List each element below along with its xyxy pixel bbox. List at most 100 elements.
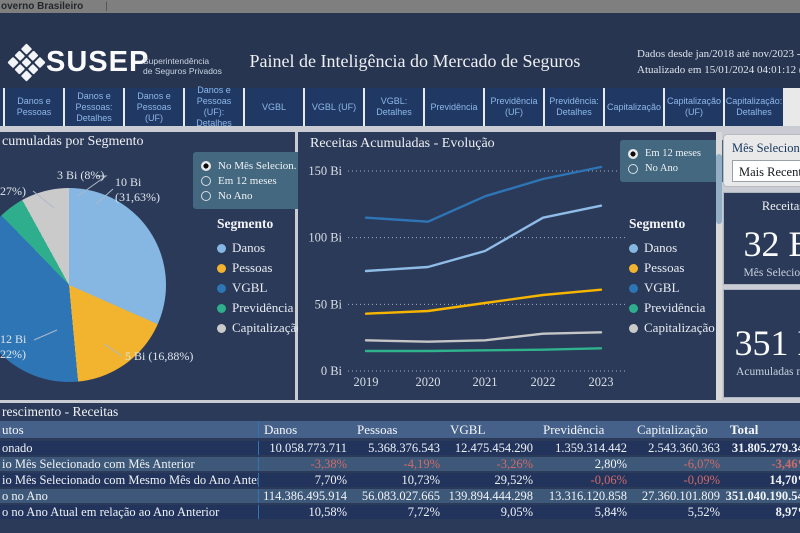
tab-vgbl-uf[interactable]: VGBL (UF) [305, 88, 363, 126]
table-cell: 10,73% [401, 473, 440, 487]
line-chart[interactable]: 0 Bi 50 Bi 100 Bi 150 Bi 2019 2020 2021 2022 202… [298, 132, 716, 400]
line-panel-title: Receitas Acumuladas - Evolução [310, 136, 495, 151]
tab-bar: Danos e Pessoas Danos e Pessoas: Detalhes… [0, 85, 800, 128]
kpi-card-subtitle: Acumuladas no Ano [736, 366, 800, 378]
last-update-text: Atualizado em 15/01/2024 04:01:12 (B [637, 64, 800, 76]
line-legend: Segmento Danos Pessoas VGBL Previdência Capi… [629, 216, 715, 338]
tab-vgbl-detalhes[interactable]: VGBL: Detalhes [365, 88, 423, 126]
legend-item-previd-ncia[interactable]: Previdência [217, 298, 303, 318]
tab-vgbl[interactable]: VGBL [245, 88, 303, 126]
legend-dot-icon [629, 303, 638, 313]
scrollbar-thumb[interactable] [716, 154, 722, 224]
table-cell: 139.894.444.298 [448, 489, 533, 503]
legend-item-capitaliza-o[interactable]: Capitalização [217, 318, 303, 338]
y-axis-tick-label: 0 Bi [321, 364, 343, 378]
radio-option-em-12-meses[interactable]: Em 12 meses [628, 146, 720, 161]
kpi-card-title: Receitas [761, 199, 800, 213]
y-axis-tick-label: 150 Bi [308, 164, 342, 178]
tab-previd-ncia-detalhes[interactable]: Previdência: Detalhes [545, 88, 603, 126]
legend-item-capitaliza-o[interactable]: Capitalização [629, 318, 715, 338]
column-header-vgbl: VGBL [450, 422, 486, 437]
radio-option-no-ano[interactable]: No Ano [628, 161, 720, 176]
scrollbar-track[interactable] [716, 132, 722, 400]
table-cell: 13.316.120.858 [548, 489, 627, 503]
legend-item-pessoas[interactable]: Pessoas [217, 258, 303, 278]
table-cell: 9,05% [500, 505, 533, 519]
table-cell: -3,46% [771, 457, 800, 471]
legend-item-previd-ncia[interactable]: Previdência [629, 298, 715, 318]
column-header-total: Total [730, 422, 759, 437]
legend-dot-icon [629, 243, 638, 253]
susep-logo-subtitle-line1: Superintendência [143, 56, 210, 66]
line-series-previd-ncia [364, 347, 603, 353]
column-header-pessoas: Pessoas [357, 422, 398, 437]
radio-option-no-ano[interactable]: No Ano [201, 188, 301, 203]
line-legend-items: Danos Pessoas VGBL Previdência Capitalização [629, 238, 715, 338]
table-cell: -3,38% [258, 457, 352, 471]
line-series-vgbl [364, 165, 603, 223]
month-selector-label: Mês Selecionado [732, 141, 800, 155]
tab-danos-e-pessoas-uf-detalhes[interactable]: Danos e Pessoas (UF): Detalhes [185, 85, 243, 128]
pie-legend: Segmento Danos Pessoas VGBL Previdência Capi… [217, 216, 303, 338]
table-cell: -0,06% [590, 473, 627, 487]
y-axis-tick-label: 50 Bi [315, 297, 343, 311]
pie-slice-label: 10 Bi (31,63%) [115, 175, 160, 204]
tab-danos-e-pessoas[interactable]: Danos e Pessoas [5, 88, 63, 126]
legend-dot-icon [629, 283, 638, 293]
table-cell: 56.083.027.665 [361, 489, 440, 503]
tab-capitaliza-o[interactable]: Capitalização [605, 88, 663, 126]
legend-label: VGBL [644, 280, 680, 295]
month-selector: Mês Selecionado Mais Recente [723, 134, 800, 187]
radio-option-em-12-meses[interactable]: Em 12 meses [201, 173, 301, 188]
radio-option-no-m-s-selecion[interactable]: No Mês Selecion. ... [201, 158, 308, 173]
legend-label: Pessoas [644, 260, 685, 275]
legend-dot-icon [629, 323, 638, 333]
row-label: onado [2, 441, 33, 455]
table-cell: 31.805.279.349 [731, 441, 800, 455]
tab-capitaliza-o-detalhes[interactable]: Capitalização: Detalhes [725, 88, 783, 126]
legend-label: Capitalização [644, 320, 715, 335]
legend-dot-icon [217, 243, 226, 253]
line-legend-title: Segmento [629, 216, 686, 231]
table-row: io Mês Selecionado com Mês Anterior -3,38… [0, 457, 800, 471]
table-cell: 8,97% [775, 505, 800, 519]
legend-label: Danos [644, 240, 678, 255]
tab-partial-left[interactable] [0, 88, 3, 126]
susep-logo-subtitle-line2: de Seguros Privados [143, 66, 222, 76]
legend-item-vgbl[interactable]: VGBL [629, 278, 715, 298]
radio-dot-icon [201, 160, 211, 171]
legend-item-danos[interactable]: Danos [217, 238, 303, 258]
table-cell: 114.386.495.914 [258, 489, 352, 503]
tab-danos-e-pessoas-uf[interactable]: Danos e Pessoas (UF) [125, 88, 183, 126]
line-series-capitaliza-o [364, 331, 603, 343]
table-header-row: utos Danos Pessoas VGBL Previdência Capitaliz… [0, 421, 800, 438]
pie-slice-label: 3 Bi (8%) [57, 168, 105, 182]
radio-label: Em 12 meses [218, 174, 277, 187]
pie-slice-label: 27%) [0, 184, 26, 198]
line-measure-radio-group: Em 12 meses No Ano [620, 140, 728, 182]
tab-danos-e-pessoas-detalhes[interactable]: Danos e Pessoas: Detalhes [65, 88, 123, 126]
legend-dot-icon [217, 323, 226, 333]
tab-capitaliza-o-uf[interactable]: Capitalização (UF) [665, 88, 723, 126]
growth-table-title: rescimento - Receitas [2, 404, 119, 419]
table-cell: 27.360.101.809 [641, 489, 720, 503]
legend-item-pessoas[interactable]: Pessoas [629, 258, 715, 278]
table-cell: -0,09% [683, 473, 720, 487]
legend-label: Danos [232, 240, 266, 255]
legend-item-danos[interactable]: Danos [629, 238, 715, 258]
legend-label: Pessoas [232, 260, 273, 275]
tab-previd-ncia[interactable]: Previdência [425, 88, 483, 126]
table-row: o no Ano Atual em relação ao Ano Anterio… [0, 505, 800, 519]
radio-dot-icon [201, 175, 211, 186]
data-range-text: Dados desde jan/2018 até nov/2023 - F [637, 48, 800, 60]
month-selector-dropdown[interactable]: Mais Recente [732, 160, 800, 182]
line-series-pessoas [364, 288, 603, 315]
table-cell: 2.543.360.363 [648, 441, 720, 455]
tab-previd-ncia-uf[interactable]: Previdência (UF) [485, 88, 543, 126]
pie-slice-label: 5 Bi (16,88%) [125, 349, 194, 363]
pie-chart[interactable] [0, 188, 166, 382]
radio-label: No Ano [218, 189, 253, 202]
legend-item-vgbl[interactable]: VGBL [217, 278, 303, 298]
legend-label: Previdência [232, 300, 294, 315]
kpi-card-subtitle: Mês Selecionado [743, 267, 800, 279]
